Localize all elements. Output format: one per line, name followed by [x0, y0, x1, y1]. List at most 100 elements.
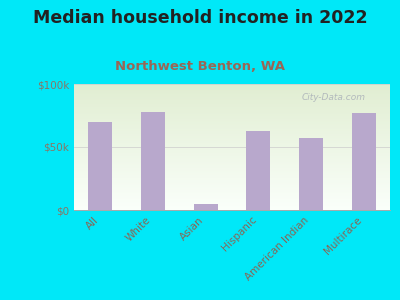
Bar [74, 126, 390, 127]
Bar [74, 104, 390, 105]
Bar [74, 154, 390, 155]
Bar [74, 146, 390, 147]
Bar [74, 92, 390, 93]
Bar [74, 102, 390, 103]
Bar [74, 110, 390, 111]
Bar [74, 145, 390, 146]
Bar [74, 205, 390, 206]
Bar [74, 149, 390, 150]
Bar [74, 98, 390, 99]
Bar [74, 94, 390, 95]
Bar [74, 204, 390, 205]
Bar [74, 164, 390, 165]
Bar [299, 138, 323, 210]
Text: Median household income in 2022: Median household income in 2022 [33, 9, 367, 27]
Bar [74, 161, 390, 162]
Bar [74, 152, 390, 153]
Bar [74, 99, 390, 100]
Bar [74, 155, 390, 156]
Bar [74, 112, 390, 113]
Bar [74, 196, 390, 197]
Bar [74, 124, 390, 125]
Bar [74, 175, 390, 176]
Bar [74, 171, 390, 172]
Bar [74, 84, 390, 85]
Bar [74, 148, 390, 149]
Bar [74, 206, 390, 207]
Bar [74, 142, 390, 143]
Bar [74, 172, 390, 173]
Bar [74, 121, 390, 122]
Bar [74, 192, 390, 193]
Bar [74, 189, 390, 190]
Bar [74, 108, 390, 109]
Bar [74, 165, 390, 166]
Bar [74, 90, 390, 91]
Bar [74, 197, 390, 198]
Bar [74, 160, 390, 161]
Text: Northwest Benton, WA: Northwest Benton, WA [115, 60, 285, 73]
Bar [74, 151, 390, 152]
Bar [74, 106, 390, 107]
Bar [74, 93, 390, 94]
Bar [74, 119, 390, 120]
Bar [74, 109, 390, 110]
Bar [74, 156, 390, 157]
Bar [74, 134, 390, 135]
Bar [74, 181, 390, 182]
Text: City-Data.com: City-Data.com [302, 93, 366, 102]
Bar [74, 176, 390, 177]
Bar [74, 162, 390, 163]
Bar [74, 100, 390, 101]
Bar [74, 201, 390, 202]
Bar [74, 200, 390, 201]
Bar [74, 186, 390, 187]
Bar [74, 191, 390, 192]
Bar [74, 120, 390, 121]
Bar [141, 112, 165, 210]
Bar [74, 178, 390, 179]
Bar [74, 111, 390, 112]
Bar [74, 193, 390, 194]
Bar [74, 183, 390, 184]
Bar [74, 185, 390, 186]
Bar [74, 153, 390, 154]
Bar [74, 158, 390, 159]
Bar [74, 137, 390, 138]
Bar [74, 147, 390, 148]
Bar [74, 150, 390, 151]
Bar [74, 157, 390, 158]
Bar [74, 103, 390, 104]
Bar [74, 198, 390, 199]
Bar [74, 174, 390, 175]
Bar [74, 173, 390, 174]
Bar [74, 207, 390, 208]
Bar [74, 118, 390, 119]
Bar [74, 128, 390, 129]
Bar [74, 132, 390, 133]
Bar [74, 138, 390, 139]
Bar [74, 208, 390, 209]
Bar [74, 105, 390, 106]
Bar [74, 170, 390, 171]
Bar [74, 136, 390, 137]
Bar [246, 130, 270, 210]
Bar [74, 139, 390, 140]
Bar [74, 168, 390, 169]
Bar [74, 97, 390, 98]
Bar [74, 135, 390, 136]
Bar [74, 169, 390, 170]
Bar [74, 159, 390, 160]
Bar [74, 202, 390, 203]
Bar [74, 122, 390, 123]
Bar [74, 143, 390, 144]
Bar [194, 204, 218, 210]
Bar [74, 184, 390, 185]
Bar [74, 140, 390, 141]
Bar [74, 133, 390, 134]
Bar [74, 144, 390, 145]
Bar [74, 107, 390, 108]
Bar [74, 95, 390, 96]
Bar [74, 195, 390, 196]
Bar [74, 131, 390, 132]
